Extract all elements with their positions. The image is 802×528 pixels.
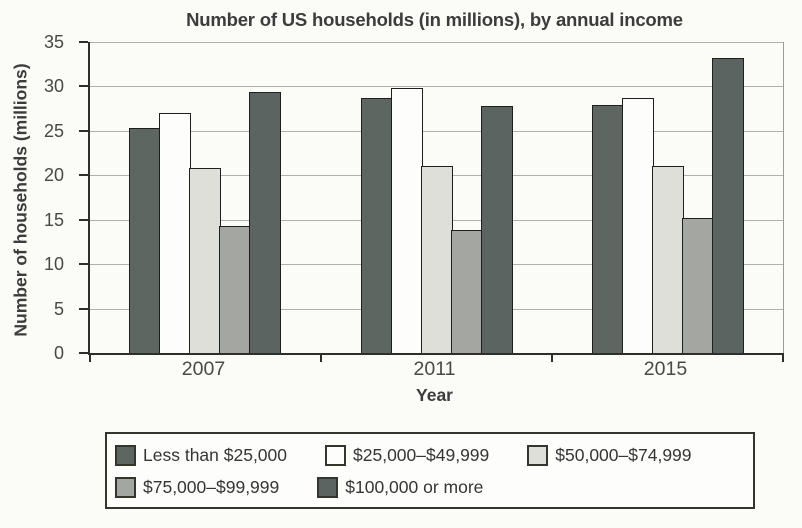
legend-row: Less than $25,000 $25,000–$49,999 $50,000–…: [115, 440, 745, 471]
legend-item: $100,000 or more: [317, 476, 484, 498]
bar: [360, 97, 393, 353]
y-axis-label: Number of households (millions): [10, 63, 31, 337]
bar: [681, 217, 714, 353]
y-tick-label: 5: [53, 298, 64, 319]
y-tick-label: 10: [43, 254, 64, 275]
legend-swatch: [325, 444, 347, 466]
bar: [219, 225, 252, 353]
y-axis-tick: [79, 41, 88, 43]
chart-title: Number of US households (in millions), b…: [186, 9, 683, 30]
y-tick-label: 25: [43, 120, 64, 141]
bar: [621, 97, 654, 353]
bar: [249, 91, 282, 353]
plot-area: [79, 41, 784, 362]
y-tick-label: 0: [53, 343, 64, 363]
x-tick-label: 2007: [181, 358, 226, 380]
bar: [129, 128, 162, 353]
bar-group-2007: [129, 91, 282, 353]
bar: [480, 105, 513, 353]
y-axis-tick: [79, 352, 88, 354]
y-tick-label: 20: [43, 165, 64, 186]
legend-swatch: [527, 444, 549, 466]
x-axis-tick-labels: 2007 2011 2015: [88, 358, 781, 384]
y-axis-tick-labels: 0 5 10 15 20 25 30 35: [34, 32, 78, 363]
bar-group-2015: [591, 58, 744, 353]
bar: [651, 166, 684, 353]
x-axis-tick: [319, 353, 322, 362]
y-tick-label: 30: [43, 76, 64, 97]
x-axis-label: Year: [416, 385, 453, 405]
legend-label: $25,000–$49,999: [353, 444, 490, 465]
gridline: [90, 130, 783, 132]
bar: [189, 168, 222, 353]
gridline: [90, 42, 783, 43]
legend-swatch: [115, 444, 136, 466]
x-axis-tick: [89, 353, 91, 362]
bar: [420, 165, 453, 353]
legend-item: Less than $25,000: [115, 444, 288, 466]
y-tick-label: 35: [43, 32, 64, 52]
y-axis-tick: [79, 307, 88, 310]
bar: [711, 58, 744, 353]
legend-label: $75,000–$99,999: [143, 476, 280, 497]
y-axis-tick: [79, 129, 88, 132]
legend-item: $25,000–$49,999: [325, 444, 490, 466]
legend-label: $100,000 or more: [345, 476, 484, 497]
legend-item: $75,000–$99,999: [115, 476, 280, 498]
y-tick-label: 15: [43, 209, 64, 230]
bar: [390, 88, 423, 353]
legend-row: $75,000–$99,999 $100,000 or more: [115, 472, 745, 503]
bar: [159, 113, 192, 353]
bar: [450, 229, 483, 353]
y-axis-tick: [79, 85, 88, 88]
y-axis-tick: [79, 218, 88, 221]
x-tick-label: 2011: [413, 358, 456, 380]
legend-swatch: [115, 476, 136, 498]
x-tick-label: 2015: [643, 358, 688, 380]
legend-item: $50,000–$74,999: [527, 444, 692, 466]
legend-label: $50,000–$74,999: [555, 444, 692, 465]
gridline: [90, 86, 783, 88]
legend-label: Less than $25,000: [143, 444, 288, 465]
legend-box: Less than $25,000 $25,000–$49,999 $50,000–…: [105, 432, 755, 509]
bar-group-2011: [360, 88, 513, 353]
y-axis-tick: [79, 174, 88, 177]
legend-swatch: [317, 476, 339, 498]
x-axis-tick: [782, 353, 784, 362]
x-axis-tick: [550, 353, 553, 362]
y-axis-tick: [79, 263, 88, 266]
bar: [591, 105, 624, 353]
